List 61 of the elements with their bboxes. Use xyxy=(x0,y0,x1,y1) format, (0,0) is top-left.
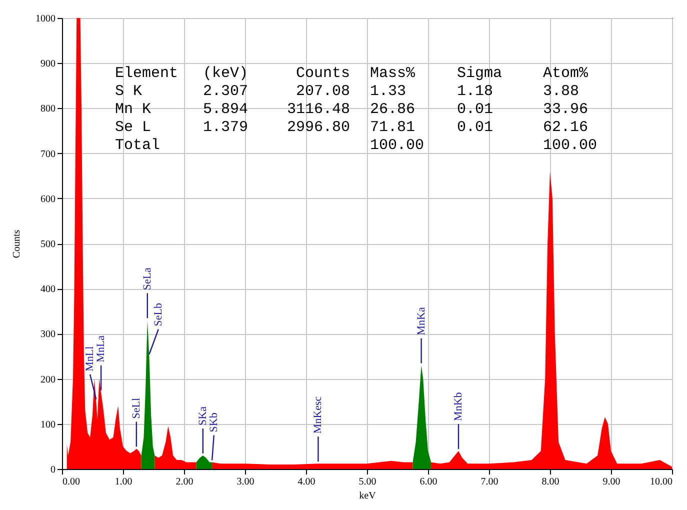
y-tick-label: 0 xyxy=(50,464,56,476)
annotation: 1.33 xyxy=(370,83,406,100)
y-tick-label: 200 xyxy=(40,374,56,386)
annotation: 5.894 xyxy=(203,101,248,118)
y-tick-label: 700 xyxy=(40,148,56,160)
annotation: MnLa xyxy=(95,335,108,362)
annotation: (keV) xyxy=(203,65,248,82)
y-tick-label: 800 xyxy=(40,104,56,115)
annotation: SeLb xyxy=(152,302,164,326)
y-tick-label: 600 xyxy=(40,194,56,205)
x-tick-label: 0.00 xyxy=(62,476,80,488)
x-tick-label: 2.00 xyxy=(176,476,194,488)
annotation: Total xyxy=(115,137,160,154)
annotation: 33.96 xyxy=(543,101,588,118)
y-tick-label: 400 xyxy=(40,284,56,296)
y-tick-label: 900 xyxy=(40,58,56,70)
annotation: 0.01 xyxy=(457,101,494,118)
x-tick-label: 7.00 xyxy=(480,476,498,488)
x-tick-label: 8.00 xyxy=(542,476,560,488)
annotation: S K xyxy=(115,83,142,100)
y-tick-label: 1000 xyxy=(36,14,56,24)
annotation: 2996.80 xyxy=(286,119,350,136)
annotation: Mass% xyxy=(370,65,416,82)
x-tick-label: 4.00 xyxy=(298,476,316,488)
x-tick-label: 9.00 xyxy=(602,476,620,488)
annotation: SKb xyxy=(208,412,220,432)
y-tick-label: 100 xyxy=(40,419,56,430)
annotation: 3116.48 xyxy=(286,101,350,118)
annotation: 100.00 xyxy=(370,137,424,154)
annotation: SeLa xyxy=(141,267,154,290)
annotation: 3.88 xyxy=(543,83,580,100)
annotation: MnKb xyxy=(452,392,464,421)
annotation: SKa xyxy=(196,406,209,426)
annotation: Atom% xyxy=(543,65,590,82)
annotation: 1.18 xyxy=(457,83,494,100)
annotation: 100.00 xyxy=(543,137,598,154)
annotation: 71.81 xyxy=(370,119,416,136)
annotation: SeLl xyxy=(130,398,142,419)
x-tick-label: 1.00 xyxy=(114,476,132,488)
annotation: MnKa xyxy=(415,307,428,336)
annotation: Mn K xyxy=(115,101,152,118)
annotation: 1.379 xyxy=(203,119,248,136)
x-axis-title: keV xyxy=(359,490,377,502)
x-tick-label: 6.00 xyxy=(420,476,438,488)
x-tick-label: 10.00 xyxy=(650,476,672,488)
y-axis-title: Counts xyxy=(12,230,22,258)
annotation: 2.307 xyxy=(203,83,248,100)
annotation: Counts xyxy=(296,65,350,82)
x-tick-label: 3.00 xyxy=(236,476,254,488)
y-tick-label: 500 xyxy=(40,239,56,250)
x-tick-label: 5.00 xyxy=(358,476,376,488)
y-tick-label: 300 xyxy=(40,329,56,340)
annotation: 207.08 xyxy=(296,83,350,100)
annotation: 0.01 xyxy=(457,119,494,136)
annotation: Sigma xyxy=(457,65,502,82)
annotation: Se L xyxy=(115,119,152,136)
annotation: 62.16 xyxy=(543,119,588,136)
annotation: MnLl xyxy=(84,346,96,372)
annotation: Element xyxy=(115,65,178,82)
annotation: 26.86 xyxy=(370,101,416,118)
annotation: MnKesc xyxy=(312,396,324,434)
